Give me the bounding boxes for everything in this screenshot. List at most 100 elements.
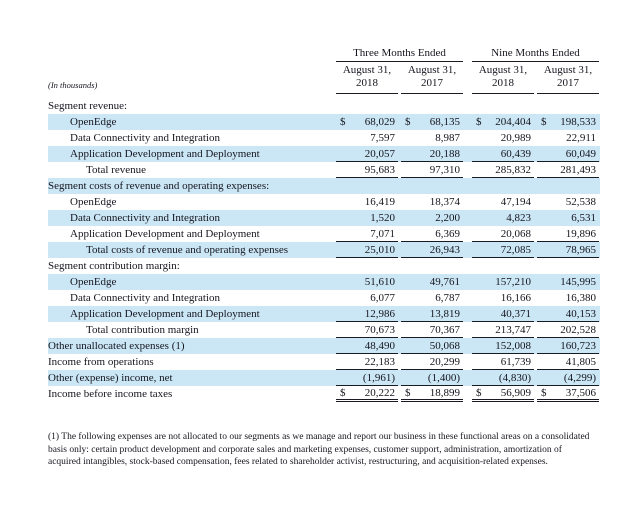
value-cell: 22,911 xyxy=(566,132,596,144)
value-cell: 51,610 xyxy=(364,276,395,288)
header-columns-area: Three Months Ended Nine Months Ended Aug… xyxy=(333,47,600,94)
footnote-text: (1) The following expenses are not alloc… xyxy=(48,432,590,467)
value-cell: 40,153 xyxy=(537,306,599,322)
table-row: Total revenue 95,683 97,310 285,832 281,… xyxy=(48,162,600,178)
value-cell: 25,010 xyxy=(336,242,398,258)
value-cell: 152,008 xyxy=(472,338,534,354)
value-cell: 78,965 xyxy=(537,242,599,258)
value-cell: 60,049 xyxy=(537,146,599,162)
value-cell: 60,439 xyxy=(472,146,534,162)
dollar-sign: $ xyxy=(340,386,346,399)
value-cell: 213,747 xyxy=(472,322,534,338)
row-label: OpenEdge xyxy=(70,116,117,128)
value-cell xyxy=(401,258,463,274)
value-cell: 16,380 xyxy=(565,292,596,304)
value-cell: 70,673 xyxy=(336,322,398,338)
value-cell: 157,210 xyxy=(495,276,531,288)
in-thousands-note: (In thousands) xyxy=(48,80,98,90)
value-cell: 2,200 xyxy=(435,212,460,224)
value-cell: 4,823 xyxy=(506,212,531,224)
table-row: OpenEdge 16,419 18,374 47,194 52,538 xyxy=(48,194,600,210)
value-cell: 1,520 xyxy=(370,212,395,224)
column-header: August 31, 2018 xyxy=(472,64,534,94)
row-label: Other (expense) income, net xyxy=(48,372,173,384)
column-header-row: August 31, 2018 August 31, 2017 August 3… xyxy=(333,64,600,94)
column-year: 2017 xyxy=(557,77,579,89)
row-label: Segment contribution margin: xyxy=(48,260,180,272)
table-row: OpenEdge 51,610 49,761 157,210 145,995 xyxy=(48,274,600,290)
value-cell: 160,723 xyxy=(537,338,599,354)
row-label: Data Connectivity and Integration xyxy=(70,212,220,224)
value-cell: 47,194 xyxy=(500,196,531,208)
value-cell: 12,986 xyxy=(336,306,398,322)
value-cell: 6,787 xyxy=(435,292,460,304)
column-group-row: Three Months Ended Nine Months Ended xyxy=(333,47,600,62)
value-cell: 61,739 xyxy=(472,354,534,370)
value-cell: 20,068 xyxy=(472,226,534,242)
value-cell: 72,085 xyxy=(472,242,534,258)
value-cell: 19,896 xyxy=(537,226,599,242)
table-row: Application Development and Deployment 1… xyxy=(48,306,600,322)
value-cell xyxy=(537,98,599,114)
row-label: Data Connectivity and Integration xyxy=(70,292,220,304)
table-row: Data Connectivity and Integration 6,077 … xyxy=(48,290,600,306)
table-row: Segment contribution margin: xyxy=(48,258,600,274)
value-cell: (1,961) xyxy=(336,370,398,386)
table-row: Segment revenue: xyxy=(48,98,600,114)
value-cell: 20,188 xyxy=(401,146,463,162)
value-cell: $18,899 xyxy=(401,386,463,402)
row-label: OpenEdge xyxy=(70,196,117,208)
value-cell: 52,538 xyxy=(565,196,596,208)
table-row: Total costs of revenue and operating exp… xyxy=(48,242,600,258)
column-year: 2018 xyxy=(356,77,378,89)
table-row: OpenEdge $68,029 $68,135 $204,404 $198,5… xyxy=(48,114,600,130)
value-cell: 95,683 xyxy=(336,162,398,178)
dollar-sign: $ xyxy=(541,386,547,399)
value-cell: 41,805 xyxy=(537,354,599,370)
value-cell: 18,374 xyxy=(429,196,460,208)
col-group-three-months: Three Months Ended xyxy=(336,47,463,62)
column-year: 2017 xyxy=(421,77,443,89)
value-cell: 6,531 xyxy=(571,212,596,224)
row-label: Application Development and Deployment xyxy=(70,228,260,240)
value-cell: $37,506 xyxy=(537,386,599,402)
value-cell: 26,943 xyxy=(401,242,463,258)
column-month: August 31, xyxy=(543,64,593,76)
table-row: Application Development and Deployment 7… xyxy=(48,226,600,242)
dollar-sign: $ xyxy=(405,116,411,128)
value-cell: 202,528 xyxy=(537,322,599,338)
column-header: August 31, 2017 xyxy=(401,64,463,94)
value-cell: $20,222 xyxy=(336,386,398,402)
value-cell: 40,371 xyxy=(472,306,534,322)
value-cell xyxy=(401,98,463,114)
row-label: Income from operations xyxy=(48,356,154,368)
table-row: Income from operations 22,183 20,299 61,… xyxy=(48,354,600,370)
value-cell xyxy=(336,258,398,274)
table-header: (In thousands) Three Months Ended Nine M… xyxy=(48,47,600,94)
value-cell: 20,299 xyxy=(401,354,463,370)
value-cell: 97,310 xyxy=(401,162,463,178)
column-month: August 31, xyxy=(478,64,528,76)
table-row: Data Connectivity and Integration 7,597 … xyxy=(48,130,600,146)
value-cell: (4,830) xyxy=(472,370,534,386)
row-label: Segment revenue: xyxy=(48,100,128,112)
dollar-sign: $ xyxy=(405,386,411,399)
value-cell: 7,071 xyxy=(336,226,398,242)
table-row: Data Connectivity and Integration 1,520 … xyxy=(48,210,600,226)
table-row: Segment costs of revenue and operating e… xyxy=(48,178,600,194)
value-cell: 6,077 xyxy=(370,292,395,304)
row-label: Total costs of revenue and operating exp… xyxy=(86,244,289,256)
value-cell: 20,057 xyxy=(336,146,398,162)
value-cell xyxy=(472,178,534,194)
column-header: August 31, 2018 xyxy=(336,64,398,94)
row-label: Segment costs of revenue and operating e… xyxy=(48,180,270,192)
dollar-sign: $ xyxy=(541,116,547,128)
value-cell: 8,987 xyxy=(435,132,460,144)
value-cell: $68,135 xyxy=(405,116,460,128)
row-label: Income before income taxes xyxy=(48,388,173,400)
value-cell: 145,995 xyxy=(560,276,596,288)
row-label: Application Development and Deployment xyxy=(70,148,260,160)
value-cell: 50,068 xyxy=(401,338,463,354)
value-cell: 49,761 xyxy=(429,276,460,288)
segment-results-table: (In thousands) Three Months Ended Nine M… xyxy=(48,47,600,402)
